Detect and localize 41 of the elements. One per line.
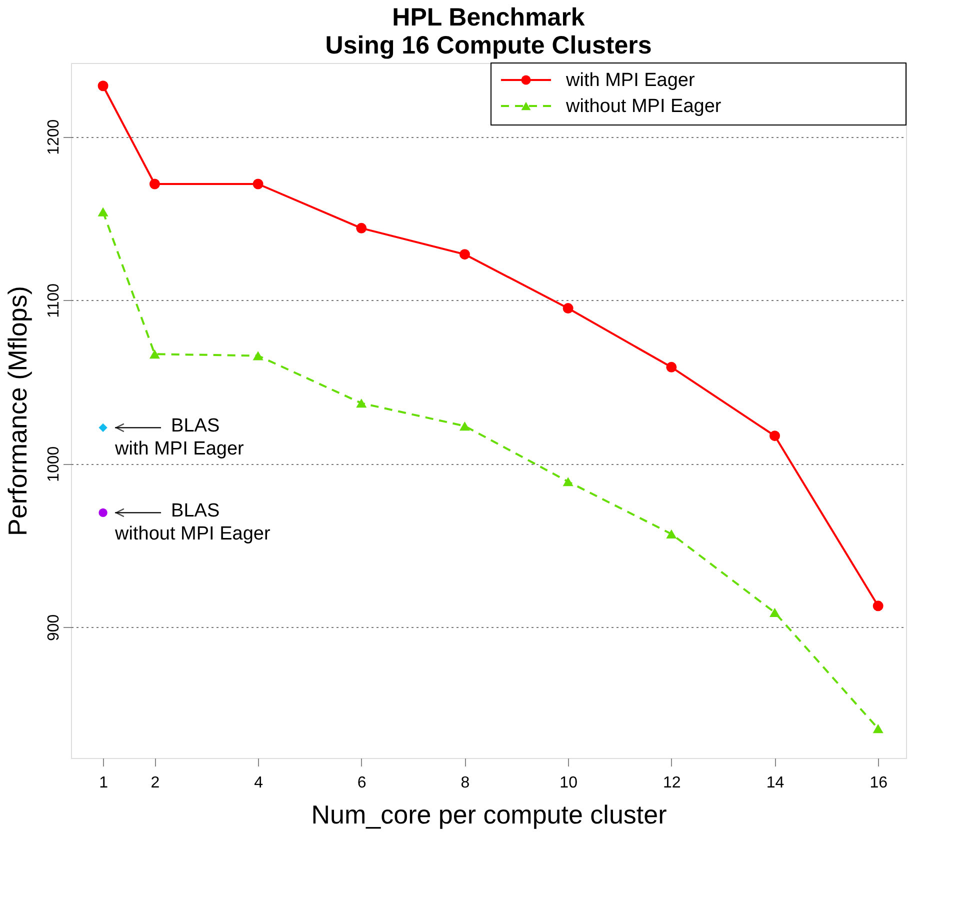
y-tick-label: 1000: [46, 446, 62, 482]
point: [98, 80, 108, 92]
y-tick-label: 900: [46, 614, 62, 642]
legend-label: without MPI Eager: [565, 96, 722, 117]
point: [252, 178, 264, 190]
point: [149, 178, 160, 190]
chart-subtitle: Using 16 Compute Clusters: [325, 32, 652, 60]
point: [356, 398, 367, 408]
point: [666, 529, 677, 539]
x-tick-label: 6: [357, 774, 366, 792]
x-tick-label: 10: [560, 774, 578, 792]
point: [149, 350, 160, 359]
point: [562, 477, 574, 486]
point: [459, 249, 470, 260]
x-tick-label: 4: [254, 774, 264, 792]
x-axis-title: Num_core per compute cluster: [311, 800, 668, 830]
point: [770, 608, 780, 617]
x-tick-label: 2: [150, 774, 160, 792]
y-tick-label: 1200: [46, 119, 62, 155]
point: [562, 303, 574, 314]
annotation: BLAS with MPI Eager: [114, 416, 245, 460]
y-axis-title: Performance (Mflops): [2, 286, 32, 536]
x-tick-label: 16: [870, 774, 888, 792]
point: [356, 222, 367, 234]
point: [98, 508, 108, 518]
point: [98, 423, 108, 432]
point: [459, 421, 470, 431]
x-tick-label: 12: [663, 774, 681, 792]
x-tick-label: 8: [460, 774, 470, 792]
point: [666, 362, 677, 372]
point: [872, 724, 884, 734]
annotation: BLAS without MPI Eager: [114, 500, 271, 545]
chart-title: HPL Benchmark: [392, 4, 585, 32]
x-tick-label: 14: [766, 774, 784, 792]
point: [98, 207, 108, 216]
y-tick-label: 1100: [46, 283, 62, 318]
legend-label: with MPI Eager: [565, 70, 696, 91]
x-tick-label: 1: [99, 774, 108, 792]
point: [252, 351, 264, 360]
point: [770, 430, 780, 442]
point: [872, 600, 884, 612]
